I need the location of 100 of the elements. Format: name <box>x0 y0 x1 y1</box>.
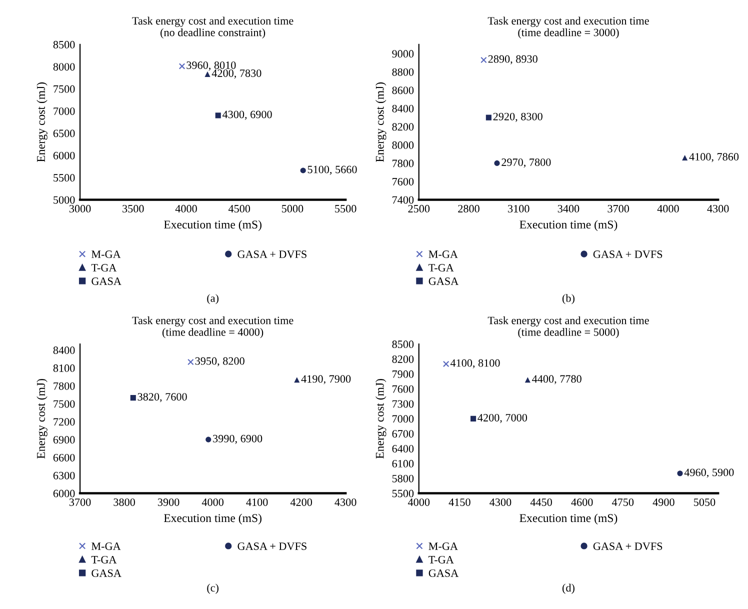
y-tick-label: 7500 <box>54 400 75 408</box>
x-tick-label: 4000 <box>408 498 430 506</box>
data-label: 4200, 7830 <box>212 69 262 79</box>
y-tick-label: 8000 <box>53 63 75 71</box>
y-tick-label: 7500 <box>54 85 75 93</box>
y-tick-label: 7200 <box>54 418 75 426</box>
y-tick-label: 9000 <box>392 50 414 58</box>
data-label: 4190, 7900 <box>301 375 351 384</box>
point <box>442 360 450 368</box>
legend-label: GASA + DVFS <box>593 250 662 258</box>
x-tick-label: 4750 <box>612 498 634 506</box>
point <box>470 416 476 422</box>
y-tick-label: 5000 <box>54 196 75 204</box>
data-label: 4960, 5900 <box>684 468 734 478</box>
chart-title: Task energy cost and execution time (no deadline constraint) <box>132 16 294 38</box>
y-tick-label: 5500 <box>392 490 414 498</box>
y-tick-label: 8500 <box>392 340 414 348</box>
legend-label: GASA <box>92 278 122 285</box>
x-tick-label: 2500 <box>408 204 430 212</box>
data-label: 5100, 5660 <box>308 166 357 175</box>
x-tick-label: 3700 <box>69 498 91 506</box>
y-tick-label: 7800 <box>392 160 414 168</box>
data-label: 3990, 6900 <box>213 434 262 444</box>
point <box>682 154 688 161</box>
legend-label: M-GA <box>92 542 121 550</box>
data-label: 4100, 8100 <box>450 359 500 368</box>
x-axis-title: Execution time (mS) <box>520 514 618 524</box>
y-tick-label: 8200 <box>392 123 414 131</box>
legend-label: T-GA <box>91 264 117 272</box>
point <box>130 395 136 401</box>
y-tick-label: 8400 <box>392 104 414 112</box>
text: (b) <box>562 294 574 304</box>
x-tick-label: 4000 <box>175 204 197 212</box>
x-tick-label: 4300 <box>334 498 356 506</box>
text: (a) <box>207 294 218 304</box>
y-tick-label: 7300 <box>392 400 414 408</box>
data-label: 3950, 8200 <box>195 357 244 366</box>
chart-title: Task energy cost and execution time (time deadline = 3000) <box>488 16 649 38</box>
y-axis-title: Energy cost (mJ) <box>36 82 48 162</box>
x-tick-label: 3400 <box>558 204 580 212</box>
chart-title: Task energy cost and execution time (time deadline = 5000) <box>488 316 649 338</box>
x-tick-label: 4200 <box>290 498 312 506</box>
y-tick-label: 8500 <box>53 40 75 48</box>
x-tick-label: 5050 <box>694 498 716 506</box>
y-tick-label: 6600 <box>53 454 75 462</box>
x-axis-title: Execution time (mS) <box>164 220 262 231</box>
legend-label: T-GA <box>91 556 117 564</box>
y-tick-label: 6400 <box>392 444 414 452</box>
y-tick-label: 6100 <box>392 460 414 468</box>
x-tick-label: 4500 <box>228 204 250 212</box>
data-label: 4200, 7000 <box>478 414 528 424</box>
data-label: 4100, 7860 <box>689 153 739 162</box>
point <box>480 56 487 64</box>
y-axis-title: Energy cost (mJ) <box>36 378 48 459</box>
legend-label: GASA <box>92 569 122 577</box>
data-label: 3960, 8010 <box>186 61 236 71</box>
point <box>486 114 492 120</box>
point <box>300 168 306 174</box>
y-tick-label: 5500 <box>54 174 75 182</box>
data-label: 3820, 7600 <box>138 393 187 402</box>
point <box>178 63 186 70</box>
legend-label: GASA + DVFS <box>238 542 306 550</box>
y-tick-label: 8000 <box>392 141 414 149</box>
y-tick-label: 6000 <box>53 490 75 498</box>
point <box>494 160 500 166</box>
x-tick-label: 3000 <box>69 204 91 212</box>
legend-label: T-GA <box>428 556 454 564</box>
y-tick-label: 6300 <box>53 472 75 480</box>
text: (c) <box>207 584 218 594</box>
x-tick-label: 4450 <box>530 498 552 506</box>
x-tick-label: 3100 <box>508 204 530 212</box>
x-axis-title: Execution time (mS) <box>164 514 262 524</box>
y-tick-label: 7400 <box>392 196 414 204</box>
legend-label: GASA + DVFS <box>593 542 662 550</box>
point <box>677 470 683 476</box>
y-tick-label: 8100 <box>53 364 75 372</box>
y-tick-label: 6500 <box>53 130 75 138</box>
x-tick-label: 4600 <box>571 498 593 506</box>
y-tick-label: 8600 <box>392 86 414 94</box>
y-tick-label: 7600 <box>392 385 414 393</box>
x-tick-label: 4100 <box>246 498 268 506</box>
legend-label: M-GA <box>428 250 458 258</box>
point <box>204 71 210 77</box>
legend-label: GASA <box>428 278 459 285</box>
data-label: 4300, 6900 <box>222 110 272 120</box>
x-tick-label: 4000 <box>657 204 679 212</box>
x-tick-label: 4300 <box>490 498 512 506</box>
x-tick-label: 5500 <box>335 204 356 212</box>
x-axis-title: Execution time (mS) <box>520 220 618 231</box>
x-tick-label: 3700 <box>608 204 630 212</box>
x-tick-label: 4300 <box>707 204 729 212</box>
data-label: 2920, 8300 <box>493 112 542 122</box>
y-axis-title: Energy cost (mJ) <box>376 82 386 162</box>
y-tick-label: 6000 <box>53 152 75 160</box>
y-tick-label: 7900 <box>392 370 414 378</box>
y-tick-label: 7600 <box>392 178 414 186</box>
data-label: 4400, 7780 <box>532 375 582 384</box>
point <box>206 436 212 442</box>
y-tick-label: 7000 <box>54 107 75 115</box>
x-tick-label: 3800 <box>114 498 135 506</box>
